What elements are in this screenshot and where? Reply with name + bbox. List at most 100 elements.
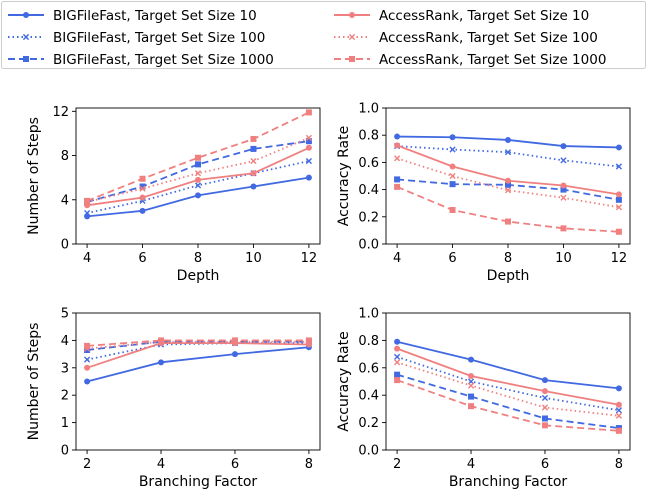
- x-tick-label: 6: [541, 457, 549, 472]
- data-point: [195, 192, 201, 199]
- legend-marker: [349, 12, 355, 18]
- series-line: [396, 379, 619, 432]
- data-point: [615, 407, 623, 414]
- axes-frame: [75, 107, 321, 245]
- series-line: [86, 140, 310, 203]
- x-axis-label: Depth: [487, 268, 530, 284]
- x-tick-label: 8: [194, 251, 202, 266]
- legend-entry: BIGFileFast, Target Set Size 10: [8, 8, 257, 24]
- data-point: [560, 143, 567, 150]
- series-line: [86, 342, 309, 369]
- data-point: [394, 371, 401, 378]
- series-line: [87, 339, 309, 347]
- y-tick-label: 1: [61, 416, 69, 431]
- x-tick-label: 6: [138, 251, 146, 266]
- x-tick-label: 12: [611, 251, 628, 266]
- y-tick-label: 0.6: [358, 361, 379, 376]
- series-line: [396, 347, 620, 406]
- data-point: [615, 427, 622, 434]
- series-line: [396, 373, 620, 429]
- y-tick-label: 4: [61, 193, 69, 208]
- axes-frame: [385, 312, 631, 451]
- series-line: [87, 340, 309, 350]
- y-tick-label: 5: [61, 307, 69, 322]
- data-point: [195, 154, 201, 161]
- data-point: [305, 138, 312, 145]
- data-point: [505, 181, 511, 188]
- series-group: [394, 338, 622, 392]
- legend: BIGFileFast, Target Set Size 10 BIGFileFa…: [1, 1, 646, 69]
- data-point: [84, 197, 91, 204]
- data-point: [615, 412, 623, 419]
- data-point: [231, 337, 238, 344]
- series-line: [396, 157, 620, 209]
- data-point: [194, 170, 202, 177]
- data-point: [305, 157, 313, 165]
- data-point: [158, 337, 165, 344]
- data-point: [615, 163, 623, 170]
- y-tick-label: 0.8: [358, 129, 379, 144]
- y-tick-label: 0: [61, 444, 69, 459]
- data-point: [158, 359, 165, 366]
- legend-label: BIGFileFast, Target Set Size 100: [53, 30, 265, 46]
- data-point: [231, 351, 238, 358]
- data-point: [468, 393, 475, 400]
- series-group: [84, 109, 312, 204]
- data-point: [467, 382, 475, 389]
- x-tick-label: 6: [448, 251, 456, 266]
- data-point: [139, 185, 146, 192]
- data-point: [393, 353, 401, 360]
- data-point: [194, 182, 202, 189]
- data-point: [541, 388, 548, 395]
- data-point: [394, 183, 401, 190]
- legend-label: AccessRank, Target Set Size 10: [379, 8, 589, 24]
- data-point: [139, 207, 146, 214]
- data-point: [541, 415, 548, 422]
- y-tick-label: 0.4: [358, 389, 379, 404]
- data-point: [84, 364, 91, 371]
- series-group: [84, 344, 312, 385]
- legend-marker: [349, 56, 355, 62]
- series-group: [393, 155, 623, 211]
- series-line: [397, 145, 620, 168]
- y-axis-label: Accuracy Rate: [336, 331, 352, 431]
- legend-entry: BIGFileFast, Target Set Size 100: [8, 30, 265, 46]
- y-tick-label: 0.4: [358, 183, 379, 198]
- y-tick-label: 0.0: [358, 444, 379, 459]
- y-tick-label: 3: [61, 361, 69, 376]
- data-point: [195, 176, 201, 183]
- legend-label: AccessRank, Target Set Size 100: [379, 30, 598, 46]
- data-point: [541, 422, 548, 429]
- data-point: [449, 172, 456, 180]
- legend-entry: AccessRank, Target Set Size 10: [334, 8, 589, 24]
- legend-label: BIGFileFast, Target Set Size 10: [53, 8, 257, 24]
- y-axis-label: Number of Steps: [26, 117, 42, 235]
- y-tick-label: 0.6: [358, 156, 379, 171]
- x-tick-label: 8: [504, 251, 512, 266]
- data-point: [449, 146, 456, 153]
- y-tick-label: 0.2: [358, 416, 379, 431]
- data-point: [250, 170, 257, 177]
- data-point: [394, 338, 401, 345]
- y-tick-label: 0: [61, 238, 69, 253]
- y-tick-label: 1.0: [358, 307, 379, 322]
- series-group: [84, 340, 312, 371]
- data-point: [84, 342, 91, 349]
- y-tick-label: 12: [52, 105, 69, 120]
- data-point: [560, 194, 567, 201]
- data-point: [505, 218, 511, 225]
- x-tick-label: 6: [231, 457, 239, 472]
- x-tick-label: 10: [245, 251, 262, 266]
- data-point: [305, 109, 312, 116]
- data-point: [560, 157, 567, 164]
- axes-frame: [75, 312, 321, 451]
- series-line: [86, 111, 310, 202]
- data-point: [615, 144, 622, 151]
- x-tick-label: 8: [305, 457, 313, 472]
- data-point: [449, 163, 456, 170]
- data-point: [250, 145, 257, 152]
- legend-marker: [22, 33, 30, 41]
- data-point: [560, 225, 567, 232]
- data-point: [541, 377, 548, 384]
- data-point: [505, 177, 511, 184]
